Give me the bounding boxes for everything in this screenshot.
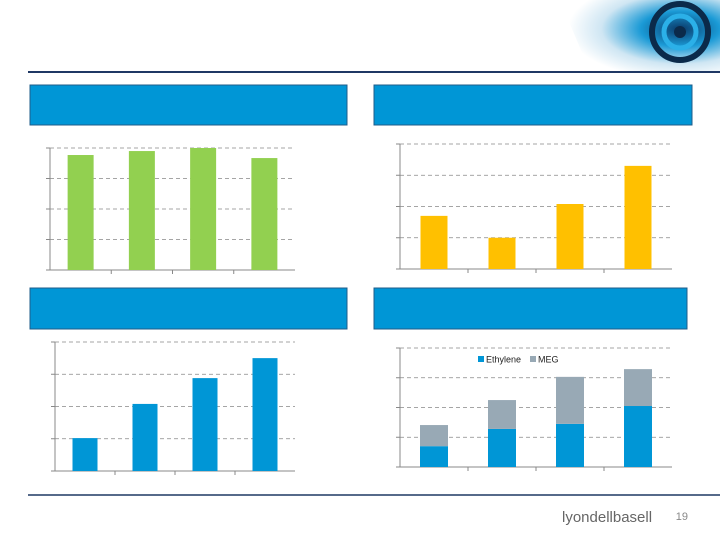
bar — [190, 148, 217, 270]
legend-swatch — [478, 356, 484, 362]
bar — [132, 403, 158, 471]
page-number: 19 — [676, 511, 688, 523]
bar-segment — [624, 369, 652, 407]
panel-header — [29, 84, 348, 126]
panel-header — [373, 84, 693, 126]
bar — [420, 215, 448, 269]
panel-header — [373, 287, 688, 330]
bar — [192, 378, 218, 471]
bar-segment — [488, 428, 516, 467]
bar — [252, 358, 278, 471]
header-art — [560, 0, 720, 72]
bar — [556, 204, 584, 269]
logo: lyondellbasell — [562, 509, 652, 526]
bar — [488, 237, 516, 269]
bar-segment — [556, 423, 584, 467]
bar — [251, 158, 278, 270]
bar-segment — [420, 425, 448, 447]
bar — [624, 165, 652, 269]
bar — [67, 155, 94, 270]
legend-swatch — [530, 356, 536, 362]
bar — [72, 438, 98, 471]
bar-segment — [488, 400, 516, 429]
panel-header — [29, 287, 348, 330]
legend-label: MEG — [538, 354, 559, 364]
bar-segment — [624, 406, 652, 467]
bar-segment — [420, 446, 448, 467]
legend-label: Ethylene — [486, 354, 521, 364]
bar-segment — [556, 376, 584, 424]
bar — [128, 151, 155, 270]
